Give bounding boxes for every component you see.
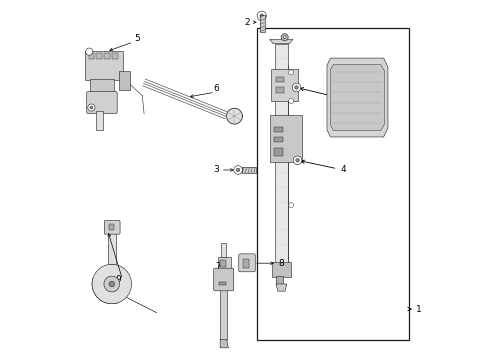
Polygon shape bbox=[326, 58, 387, 137]
Bar bbox=[88, 53, 94, 59]
Bar bbox=[269, 116, 301, 162]
Bar bbox=[275, 87, 283, 93]
FancyBboxPatch shape bbox=[213, 268, 233, 291]
Text: 7: 7 bbox=[215, 262, 221, 271]
Bar bbox=[243, 258, 248, 267]
Text: 4: 4 bbox=[301, 160, 345, 175]
Bar bbox=[96, 111, 102, 130]
FancyBboxPatch shape bbox=[104, 221, 120, 234]
Circle shape bbox=[109, 281, 115, 287]
Bar bbox=[108, 232, 116, 264]
Polygon shape bbox=[220, 339, 228, 348]
Text: 3: 3 bbox=[212, 166, 218, 175]
Circle shape bbox=[281, 34, 287, 41]
Bar bbox=[109, 225, 114, 230]
Bar bbox=[272, 262, 290, 277]
Circle shape bbox=[294, 86, 298, 89]
Polygon shape bbox=[269, 40, 292, 44]
Circle shape bbox=[292, 83, 300, 92]
Bar bbox=[221, 243, 225, 257]
Polygon shape bbox=[330, 64, 384, 131]
Text: 8: 8 bbox=[278, 259, 284, 268]
Text: 6: 6 bbox=[212, 84, 218, 93]
Text: 4: 4 bbox=[300, 87, 341, 102]
Circle shape bbox=[288, 70, 293, 75]
Circle shape bbox=[92, 264, 131, 304]
Circle shape bbox=[104, 276, 120, 292]
Text: 1: 1 bbox=[415, 305, 421, 314]
Bar bbox=[271, 69, 298, 101]
Circle shape bbox=[85, 48, 93, 55]
Circle shape bbox=[88, 104, 95, 111]
Bar bbox=[275, 77, 283, 82]
Circle shape bbox=[260, 14, 263, 18]
Circle shape bbox=[257, 11, 266, 21]
Text: 2: 2 bbox=[244, 18, 250, 27]
Polygon shape bbox=[226, 108, 242, 124]
Circle shape bbox=[288, 203, 293, 208]
Circle shape bbox=[288, 99, 293, 104]
Bar bbox=[112, 53, 118, 59]
Circle shape bbox=[90, 106, 93, 109]
FancyBboxPatch shape bbox=[86, 91, 117, 114]
Bar bbox=[273, 127, 282, 132]
Bar bbox=[119, 71, 129, 90]
Bar bbox=[217, 257, 231, 270]
Circle shape bbox=[293, 156, 301, 165]
Bar bbox=[96, 53, 102, 59]
Bar bbox=[241, 167, 255, 173]
Bar bbox=[104, 53, 110, 59]
Circle shape bbox=[236, 168, 239, 172]
Bar bbox=[220, 270, 226, 339]
Circle shape bbox=[233, 166, 242, 174]
Bar bbox=[85, 51, 122, 80]
Bar bbox=[276, 276, 282, 285]
Polygon shape bbox=[276, 284, 286, 291]
Bar bbox=[273, 148, 282, 156]
Text: 5: 5 bbox=[134, 34, 140, 43]
Bar bbox=[257, 28, 408, 339]
Bar bbox=[220, 260, 225, 267]
Bar bbox=[274, 44, 287, 273]
Bar bbox=[90, 79, 113, 94]
Bar bbox=[273, 136, 282, 142]
Bar bbox=[219, 282, 225, 285]
Circle shape bbox=[295, 158, 299, 162]
FancyBboxPatch shape bbox=[238, 254, 255, 272]
Circle shape bbox=[288, 138, 293, 143]
Circle shape bbox=[283, 36, 285, 39]
Bar bbox=[259, 15, 264, 32]
Text: 9: 9 bbox=[115, 275, 121, 284]
